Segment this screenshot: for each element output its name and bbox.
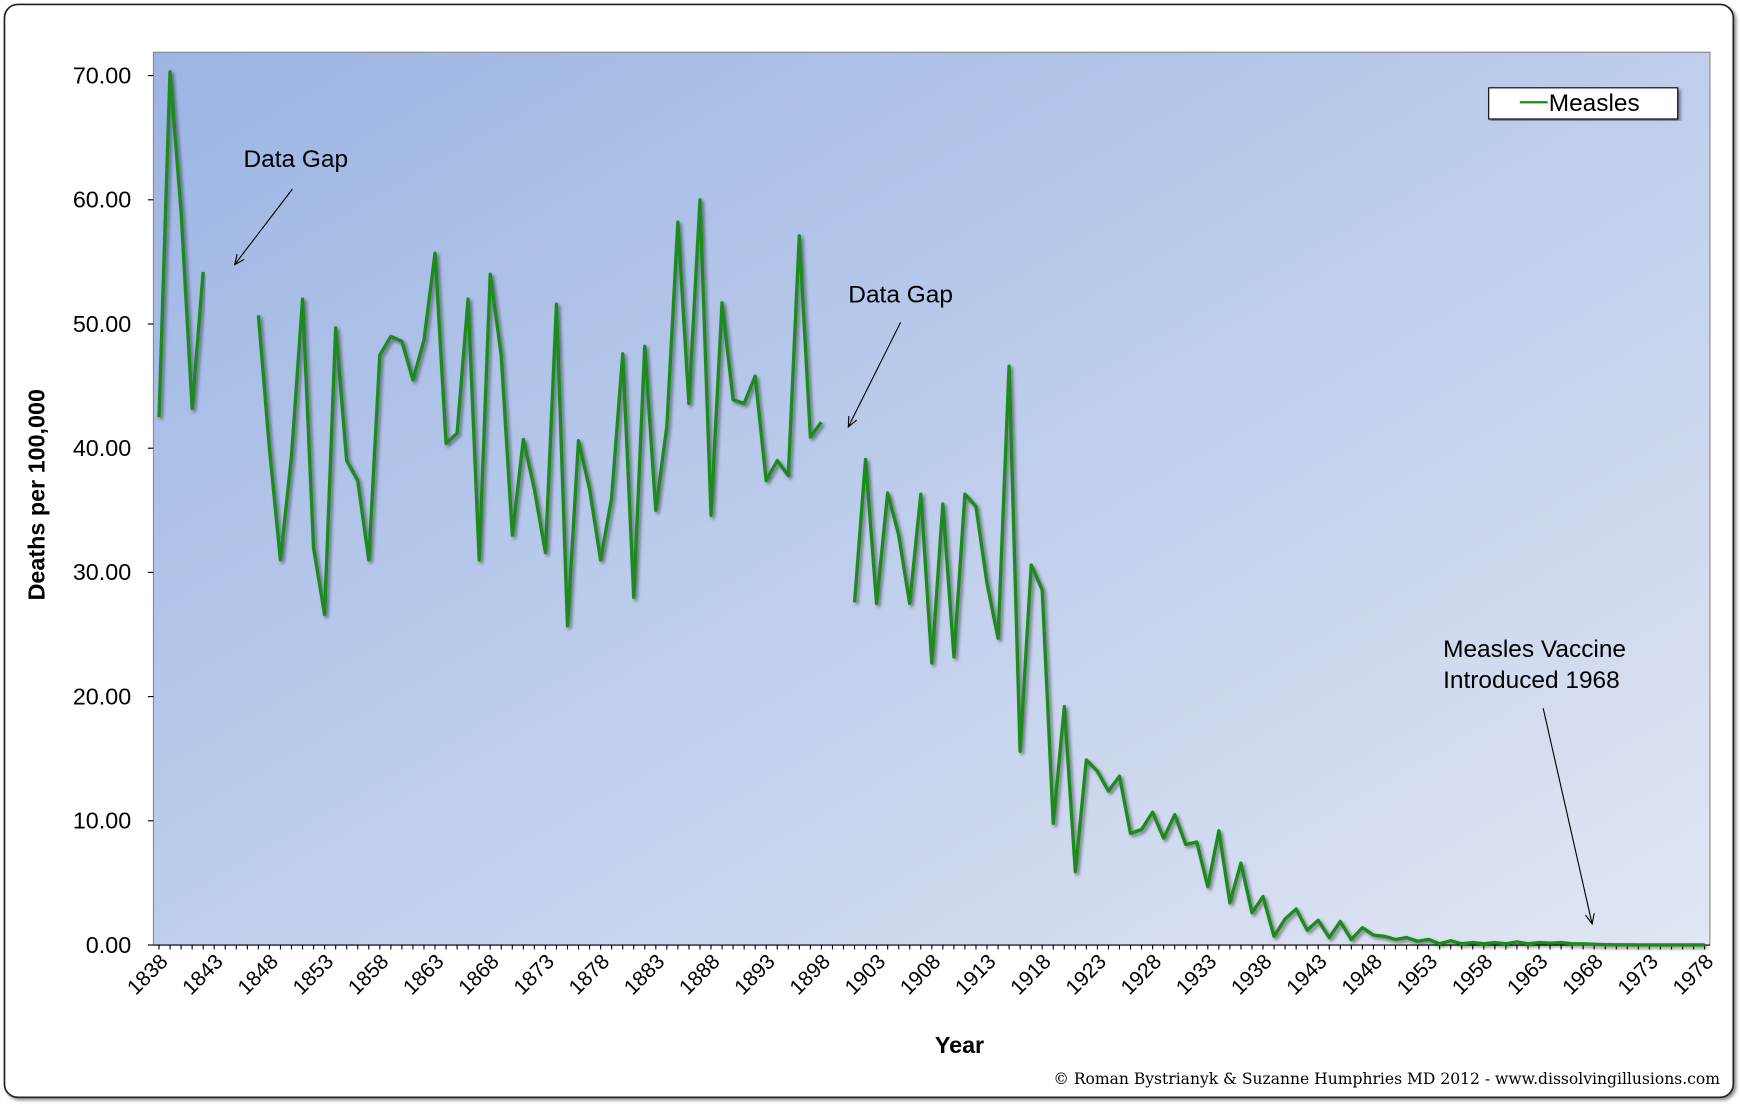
y-tick-label: 0.00 [86, 932, 131, 958]
copyright-credit: © Roman Bystrianyk & Suzanne Humphries M… [1053, 1070, 1720, 1088]
y-axis-label: Deaths per 100,000 [24, 389, 50, 600]
annotation-arrow [848, 322, 902, 427]
series-line-segment [852, 364, 1705, 947]
y-tick-label: 70.00 [73, 62, 131, 88]
series-measles [157, 70, 1705, 947]
legend-label: Measles [1549, 90, 1640, 117]
y-tick-label: 50.00 [73, 311, 131, 337]
annotation-arrow [1542, 708, 1592, 924]
annotation-data-gap-2: Data Gap [848, 281, 953, 427]
y-tick-label: 10.00 [73, 808, 131, 834]
annotation-text: Data Gap [848, 281, 953, 308]
y-tick-label: 20.00 [73, 683, 131, 709]
y-tick-label: 40.00 [73, 435, 131, 461]
plot-area [152, 51, 1711, 946]
y-tick-label: 60.00 [73, 187, 131, 213]
y-tick-label: 30.00 [73, 559, 131, 585]
annotation-text-line2: Introduced 1968 [1443, 667, 1620, 694]
x-axis-label: Year [935, 1032, 984, 1058]
y-axis: 0.00 10.00 20.00 30.00 40.00 50.00 60.00 70.00 [73, 62, 154, 958]
legend: Measles [1488, 87, 1679, 120]
annotation-text-line1: Measles Vaccine [1443, 636, 1626, 663]
annotation-arrow [235, 188, 293, 265]
annotation-vaccine: Measles Vaccine Introduced 1968 [1443, 636, 1626, 924]
series-line-segment [157, 70, 205, 418]
annotation-text: Data Gap [244, 146, 349, 173]
series-line-segment [256, 198, 823, 628]
annotation-data-gap-1: Data Gap [235, 146, 349, 265]
